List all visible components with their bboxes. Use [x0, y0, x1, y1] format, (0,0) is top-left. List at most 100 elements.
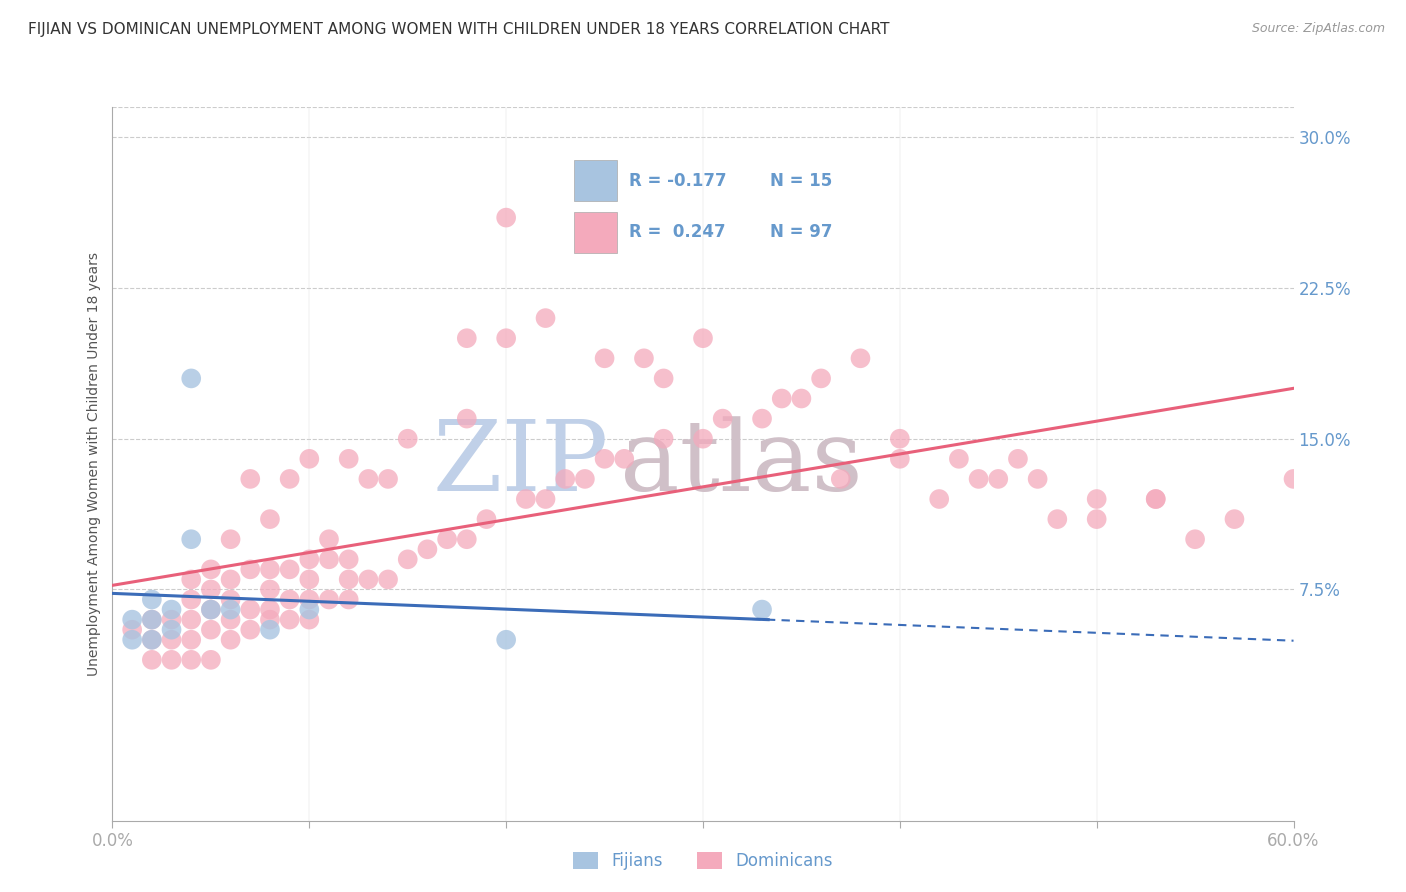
- Point: [711, 411, 734, 425]
- Point: [298, 552, 321, 566]
- Point: [141, 632, 163, 647]
- Point: [1144, 491, 1167, 506]
- Text: ZIP: ZIP: [432, 416, 609, 512]
- Text: atlas: atlas: [620, 416, 863, 512]
- Point: [377, 573, 399, 587]
- Point: [160, 602, 183, 616]
- Point: [337, 573, 360, 587]
- Point: [141, 653, 163, 667]
- Point: [219, 592, 242, 607]
- Point: [298, 451, 321, 466]
- Point: [928, 491, 950, 506]
- Point: [200, 602, 222, 616]
- Point: [219, 533, 242, 547]
- Point: [948, 451, 970, 466]
- Point: [1026, 472, 1049, 486]
- Point: [790, 392, 813, 406]
- Point: [456, 533, 478, 547]
- Text: N = 15: N = 15: [770, 171, 832, 190]
- Point: [357, 573, 380, 587]
- Point: [652, 432, 675, 446]
- Point: [141, 613, 163, 627]
- Point: [1046, 512, 1069, 526]
- Point: [830, 472, 852, 486]
- Text: R =  0.247: R = 0.247: [628, 223, 725, 241]
- Point: [219, 602, 242, 616]
- Point: [613, 451, 636, 466]
- Point: [141, 613, 163, 627]
- Point: [574, 472, 596, 486]
- Point: [239, 562, 262, 576]
- Point: [337, 451, 360, 466]
- Point: [337, 592, 360, 607]
- Point: [534, 491, 557, 506]
- Point: [239, 472, 262, 486]
- Point: [554, 472, 576, 486]
- Point: [593, 351, 616, 366]
- Point: [298, 573, 321, 587]
- Point: [121, 613, 143, 627]
- Point: [141, 592, 163, 607]
- Point: [1085, 491, 1108, 506]
- Y-axis label: Unemployment Among Women with Children Under 18 years: Unemployment Among Women with Children U…: [87, 252, 101, 676]
- Point: [889, 451, 911, 466]
- Point: [337, 552, 360, 566]
- Text: Source: ZipAtlas.com: Source: ZipAtlas.com: [1251, 22, 1385, 36]
- Point: [377, 472, 399, 486]
- Point: [239, 602, 262, 616]
- Point: [180, 613, 202, 627]
- Point: [180, 653, 202, 667]
- Point: [121, 632, 143, 647]
- Point: [180, 371, 202, 385]
- Point: [475, 512, 498, 526]
- Point: [180, 632, 202, 647]
- Bar: [574, 161, 617, 202]
- Point: [1085, 512, 1108, 526]
- Point: [396, 552, 419, 566]
- Point: [495, 331, 517, 345]
- Point: [436, 533, 458, 547]
- Point: [200, 602, 222, 616]
- Point: [141, 632, 163, 647]
- Point: [200, 653, 222, 667]
- Point: [495, 211, 517, 225]
- Point: [987, 472, 1010, 486]
- Point: [751, 411, 773, 425]
- Point: [751, 602, 773, 616]
- Point: [200, 623, 222, 637]
- Point: [259, 582, 281, 597]
- Point: [259, 512, 281, 526]
- Point: [259, 562, 281, 576]
- Point: [770, 392, 793, 406]
- Point: [534, 311, 557, 326]
- Point: [456, 331, 478, 345]
- Point: [633, 351, 655, 366]
- Point: [180, 592, 202, 607]
- Point: [259, 602, 281, 616]
- Text: N = 97: N = 97: [770, 223, 832, 241]
- Point: [219, 632, 242, 647]
- Point: [357, 472, 380, 486]
- Point: [180, 533, 202, 547]
- Point: [692, 331, 714, 345]
- Legend: Fijians, Dominicans: Fijians, Dominicans: [567, 845, 839, 877]
- Point: [495, 632, 517, 647]
- Point: [810, 371, 832, 385]
- Point: [219, 573, 242, 587]
- Point: [219, 613, 242, 627]
- Bar: [574, 211, 617, 252]
- Point: [278, 472, 301, 486]
- Point: [1282, 472, 1305, 486]
- Point: [200, 582, 222, 597]
- Point: [318, 533, 340, 547]
- Point: [652, 371, 675, 385]
- Point: [298, 592, 321, 607]
- Point: [593, 451, 616, 466]
- Point: [121, 623, 143, 637]
- Point: [692, 432, 714, 446]
- Point: [515, 491, 537, 506]
- Point: [278, 562, 301, 576]
- Point: [967, 472, 990, 486]
- Point: [200, 562, 222, 576]
- Point: [1223, 512, 1246, 526]
